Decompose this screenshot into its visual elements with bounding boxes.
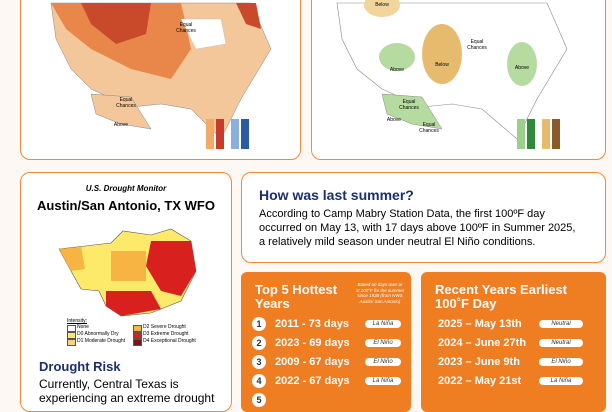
temp-map: Equal Chances Equal Chances Above — [50, 2, 272, 149]
legend-label: D0 Abnormally Dry — [77, 331, 119, 337]
map-label: Above — [114, 122, 128, 128]
source: U.S. Drought Monitor — [85, 184, 167, 193]
legend-label: D3 Extreme Drought — [143, 331, 189, 337]
legend-swatch — [133, 325, 142, 332]
summer-title: How was last summer? — [259, 187, 414, 203]
legend-label: D2 Severe Drought — [143, 324, 186, 330]
legend — [206, 119, 249, 149]
map-label: Equal Chances — [399, 99, 419, 111]
rank: 1 — [252, 317, 266, 331]
hottest-box: Top 5 Hottest Years Based on days over o… — [241, 272, 411, 412]
year-date: 2023 – June 9th — [438, 356, 520, 368]
enso-phase: La Niña — [365, 320, 401, 328]
drought-map — [58, 228, 197, 317]
alaska — [90, 93, 152, 130]
legend-label: D4 Exceptional Drought — [143, 338, 196, 344]
high-zone — [81, 3, 151, 44]
above-zone — [507, 42, 537, 86]
year-date: 2025 – May 13th — [438, 318, 522, 330]
enso-phase: El Niño — [539, 358, 583, 366]
hottest-title: Top 5 Hottest Years — [255, 282, 338, 311]
legend-swatch — [133, 339, 142, 346]
hottest-row: 2 2023 - 69 days El Niño — [241, 336, 411, 354]
enso-phase: Neutral — [539, 320, 583, 328]
year-date: 2024 – June 27th — [438, 337, 527, 349]
year-days: 2009 - 67 days — [275, 356, 350, 368]
drought-card: U.S. Drought Monitor Austin/San Antonio,… — [20, 172, 232, 412]
hottest-row: 1 2011 - 73 days La Niña — [241, 317, 411, 335]
map-label: Above — [515, 65, 529, 71]
rank: 4 — [252, 374, 266, 388]
hottest-note: Based on days over or at 100°F for the s… — [355, 282, 405, 304]
enso-phase: La Niña — [539, 377, 583, 385]
drought-text: Currently, Central Texas is experiencing… — [39, 377, 215, 405]
legend-swatch — [133, 332, 142, 339]
earliest-title: Recent Years Earliest 100˚F Day — [435, 282, 568, 311]
ec-zone — [180, 18, 227, 50]
rank: 3 — [252, 355, 266, 369]
office: Austin/San Antonio, TX WFO — [37, 198, 215, 213]
earliest-row: 2023 – June 9th El Niño — [421, 355, 606, 373]
precip-map: Below Equal Chances Below Above Above Equal Cha… — [336, 0, 568, 149]
rank: 5 — [252, 393, 266, 407]
legend-label: None — [77, 324, 89, 330]
earliest-box: Recent Years Earliest 100˚F Day 2025 – M… — [421, 272, 606, 412]
legend-swatch — [67, 325, 76, 332]
precip-outlook-card: Below Equal Chances Below Above Above Equal Cha… — [311, 0, 606, 160]
map-label: Below — [375, 2, 389, 8]
year-date: 2022 – May 21st — [438, 375, 522, 387]
enso-phase: El Niño — [365, 339, 401, 347]
map-label: Above — [387, 117, 401, 123]
hottest-row: 4 2022 - 67 days La Niña — [241, 374, 411, 392]
enso-phase: La Niña — [365, 377, 401, 385]
earliest-row: 2025 – May 13th Neutral — [421, 317, 606, 335]
alaska — [381, 93, 443, 130]
map-label: Below — [435, 62, 449, 68]
year-days: 2022 - 67 days — [275, 375, 350, 387]
legend-title: Intensity: — [67, 318, 88, 324]
year-days: 2011 - 73 days — [275, 318, 350, 330]
enso-phase: El Niño — [365, 358, 401, 366]
summer-card: How was last summer? According to Camp M… — [241, 172, 606, 263]
year-days: 2023 - 69 days — [275, 337, 350, 349]
enso-phase: Neutral — [539, 339, 583, 347]
legend-label: D1 Moderate Drought — [77, 338, 126, 344]
earliest-row: 2022 – May 21st La Niña — [421, 374, 606, 392]
map-label: Equal Chances — [116, 97, 136, 109]
above-zone — [379, 43, 415, 71]
hottest-row: 3 2009 - 67 days El Niño — [241, 355, 411, 373]
rank: 2 — [252, 336, 266, 350]
legend — [517, 119, 560, 149]
legend-swatch — [67, 332, 76, 339]
page: Equal Chances Equal Chances Above Below Equal… — [20, 0, 606, 412]
map-label: Equal Chances — [419, 122, 439, 134]
earliest-row: 2024 – June 27th Neutral — [421, 336, 606, 354]
map-label: Equal Chances — [176, 22, 196, 34]
below-zone — [422, 24, 462, 84]
hottest-row: 5 — [241, 393, 411, 411]
summer-text: According to Camp Mabry Station Data, th… — [259, 208, 576, 248]
heading: Drought Risk — [39, 359, 121, 374]
legend-swatch — [67, 339, 76, 346]
ne-zone — [236, 3, 261, 29]
below-zone — [364, 0, 400, 17]
map-label: Above — [390, 67, 404, 73]
map-label: Equal Chances — [467, 39, 487, 51]
temp-outlook-card: Equal Chances Equal Chances Above — [20, 0, 301, 160]
